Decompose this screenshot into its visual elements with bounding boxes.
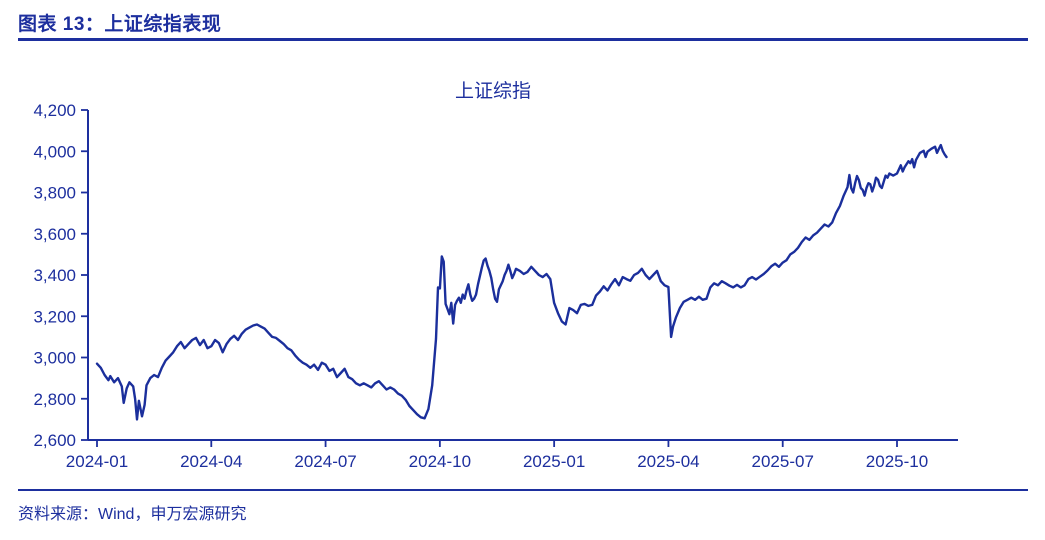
header-divider: [18, 38, 1028, 41]
y-tick-label: 3,000: [33, 349, 76, 368]
x-tick-label: 2025-04: [637, 452, 699, 471]
footer-divider: [18, 489, 1028, 491]
y-tick-label: 3,400: [33, 266, 76, 285]
index-line: [95, 143, 948, 421]
x-tick-label: 2025-01: [523, 452, 585, 471]
x-tick-label: 2024-07: [294, 452, 356, 471]
y-tick-label: 2,600: [33, 431, 76, 450]
figure-title: 图表 13：上证综指表现: [18, 14, 222, 35]
x-tick-label: 2025-10: [866, 452, 928, 471]
chart-title: 上证综指: [454, 81, 531, 102]
y-tick-label: 2,800: [33, 390, 76, 409]
y-tick-label: 4,200: [33, 101, 76, 120]
x-tick-label: 2024-10: [409, 452, 471, 471]
x-tick-label: 2024-04: [180, 452, 242, 471]
y-tick-label: 3,800: [33, 184, 76, 203]
x-tick-label: 2025-07: [752, 452, 814, 471]
y-tick-label: 3,200: [33, 307, 76, 326]
y-tick-label: 3,600: [33, 225, 76, 244]
y-tick-label: 4,000: [33, 142, 76, 161]
x-tick-label: 2024-01: [66, 452, 128, 471]
source-note: 资料来源：Wind，申万宏源研究: [18, 506, 247, 523]
chart-canvas: 2,600 2,800 3,000 3,200 3,400 3,600 3,800 4,000…: [33, 101, 958, 471]
